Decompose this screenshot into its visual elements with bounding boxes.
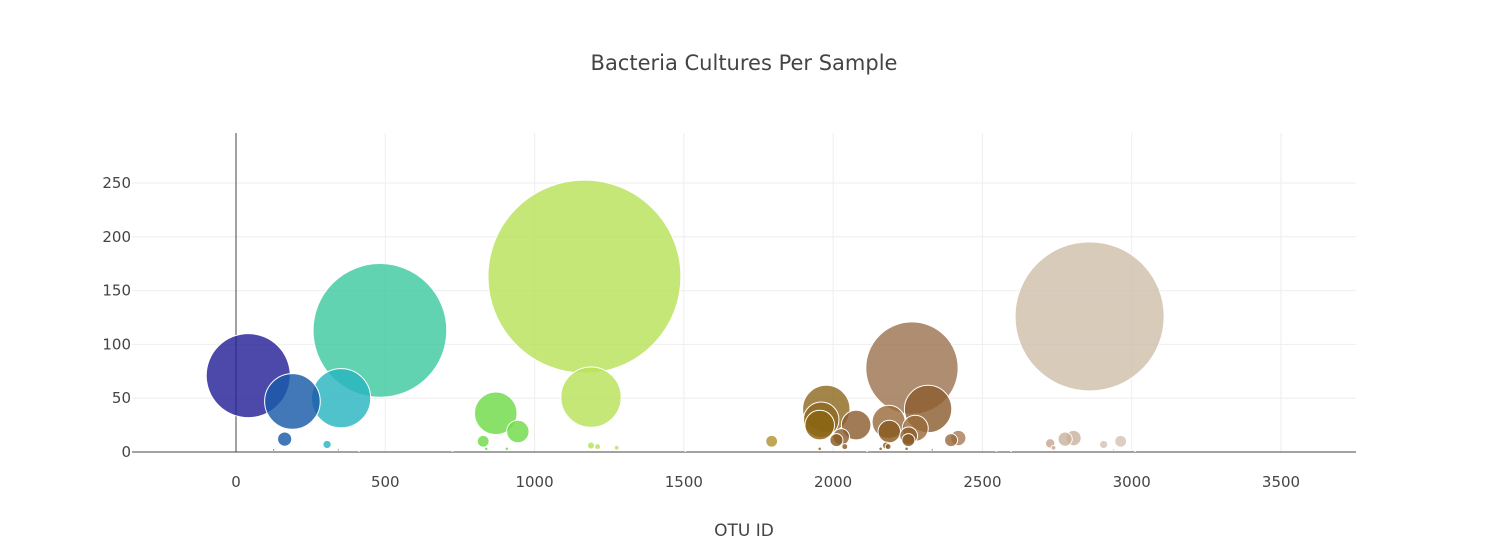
bubble-point[interactable]	[613, 444, 620, 451]
x-tick-label: 3000	[1113, 473, 1151, 491]
bubble-series	[205, 179, 1165, 453]
bubble-point[interactable]	[804, 409, 836, 441]
bubble-point[interactable]	[904, 446, 909, 452]
bubble-point[interactable]	[312, 263, 448, 398]
bubble-point[interactable]	[866, 449, 869, 453]
bubble-point[interactable]	[483, 446, 489, 452]
bubble-point[interactable]	[944, 433, 959, 448]
x-tick-label: 3500	[1262, 473, 1300, 491]
y-tick-label: 50	[112, 389, 131, 407]
bubble-point[interactable]	[1111, 448, 1116, 452]
bubble-point[interactable]	[451, 449, 454, 453]
bubble-point[interactable]	[487, 179, 682, 374]
bubble-point[interactable]	[841, 443, 849, 451]
bubble-point[interactable]	[930, 448, 934, 452]
bubble-point[interactable]	[1134, 449, 1137, 453]
bubble-point[interactable]	[586, 441, 596, 450]
y-tick-label: 100	[102, 335, 131, 353]
bubble-point[interactable]	[1099, 439, 1109, 450]
bubble-point[interactable]	[878, 446, 883, 452]
axes: 0 500 1000 1500 2000 2500 3000 3500 0 50 100 150 200…	[102, 133, 1356, 491]
bubble-point[interactable]	[765, 434, 779, 448]
x-tick-label: 1500	[665, 473, 703, 491]
bubble-point[interactable]	[264, 373, 321, 430]
bubble-point[interactable]	[1050, 444, 1057, 451]
bubble-point[interactable]	[336, 448, 341, 452]
bubble-point[interactable]	[1114, 434, 1128, 448]
bubble-point[interactable]	[684, 449, 687, 453]
bubble-point[interactable]	[277, 431, 293, 447]
bubble-point[interactable]	[877, 419, 902, 444]
bubble-point[interactable]	[884, 443, 892, 451]
bubble-point[interactable]	[1057, 431, 1073, 447]
x-tick-label: 2000	[814, 473, 852, 491]
x-tick-label: 500	[371, 473, 400, 491]
chart-title: Bacteria Cultures Per Sample	[591, 51, 898, 75]
bubble-point[interactable]	[476, 434, 490, 448]
y-tick-label: 0	[121, 443, 131, 461]
bubble-point[interactable]	[1009, 449, 1013, 453]
x-axis-label: OTU ID	[714, 521, 774, 541]
bubble-point[interactable]	[560, 366, 622, 428]
x-tick-label: 0	[231, 473, 241, 491]
y-tick-label: 150	[102, 282, 131, 300]
bubble-point[interactable]	[504, 446, 510, 452]
bubble-point[interactable]	[594, 443, 602, 451]
y-tick-label: 200	[102, 228, 131, 246]
x-tick-label: 2500	[963, 473, 1001, 491]
y-tick-label: 250	[102, 174, 131, 192]
bubble-point[interactable]	[817, 446, 822, 452]
bubble-point[interactable]	[322, 439, 332, 450]
bubble-point[interactable]	[473, 391, 518, 436]
x-tick-label: 1000	[515, 473, 553, 491]
bubble-point[interactable]	[271, 448, 276, 452]
bubble-point[interactable]	[995, 449, 998, 453]
bubble-point[interactable]	[357, 449, 361, 453]
bubble-point[interactable]	[506, 419, 530, 444]
bubble-point[interactable]	[901, 433, 916, 448]
bubble-point[interactable]	[829, 433, 844, 448]
bubble-point[interactable]	[1014, 241, 1165, 392]
